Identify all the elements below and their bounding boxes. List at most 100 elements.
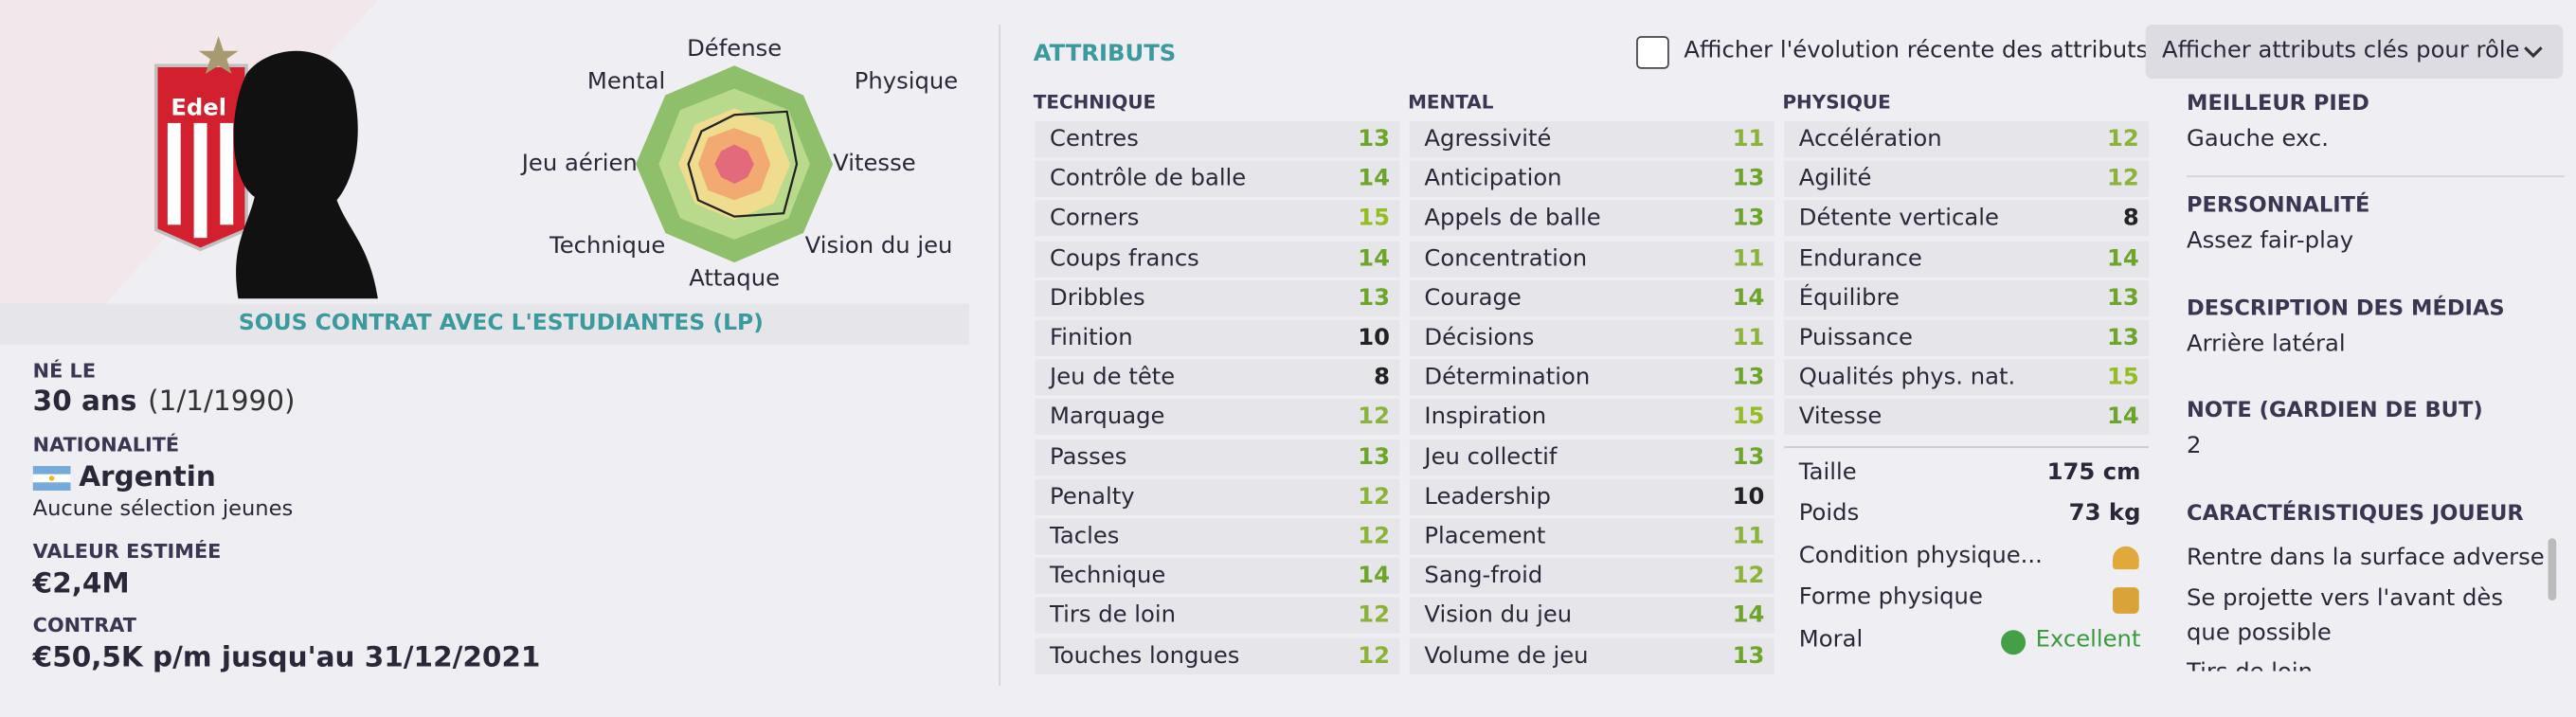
- attribute-value: 13: [1358, 285, 1391, 312]
- role-button-label[interactable]: Afficher attributs clés pour rôle: [2162, 37, 2520, 64]
- header-art: [0, 0, 834, 313]
- attribute-name: Anticipation: [1424, 166, 1562, 193]
- attribute-name: Décisions: [1424, 324, 1535, 351]
- attribute-row: Dribbles 13: [1035, 279, 1400, 316]
- attribute-name: Tirs de loin: [1050, 602, 1177, 630]
- attribute-name: Agilité: [1798, 166, 1872, 193]
- role-button[interactable]: Afficher attributs clés pour rôle: [2145, 24, 2564, 80]
- info-label: MEILLEUR PIED: [2187, 92, 2369, 117]
- attribute-row: Vitesse 14: [1784, 399, 2150, 436]
- attribute-value: 8: [1374, 364, 1391, 391]
- checkbox[interactable]: [1636, 36, 1669, 69]
- attribute-row: Concentration 11: [1409, 240, 1774, 278]
- scrollbar[interactable]: [2548, 538, 2557, 601]
- attribute-value: 11: [1732, 523, 1765, 550]
- column-title: PHYSIQUE: [1782, 90, 1891, 114]
- radar-label: Mental: [586, 68, 666, 96]
- attribute-row: Qualités phys. nat. 15: [1784, 359, 2150, 396]
- attribute-name: Leadership: [1424, 483, 1551, 511]
- morale-icon: [2001, 630, 2027, 655]
- contract-value: €50,5K p/m jusqu'au 31/12/2021: [32, 641, 541, 674]
- info-value: 2: [2187, 433, 2202, 460]
- physical-name: Taille: [1798, 459, 1857, 486]
- value-label: VALEUR ESTIMÉE: [32, 539, 222, 564]
- attribute-name: Contrôle de balle: [1050, 166, 1247, 193]
- attribute-value: 15: [1358, 206, 1391, 232]
- column-title: MENTAL: [1408, 90, 1494, 114]
- attribute-row: Penalty 12: [1035, 478, 1400, 515]
- attribute-row: Endurance 14: [1784, 240, 2150, 278]
- attribute-name: Agressivité: [1424, 126, 1552, 153]
- info-value: Assez fair-play: [2187, 227, 2354, 255]
- attribute-value: 13: [1358, 126, 1391, 153]
- attribute-value: 14: [1358, 166, 1391, 193]
- physical-value: Excellent: [2035, 626, 2141, 654]
- attribute-row: Corners 15: [1035, 201, 1400, 238]
- attributes-title: ATTRIBUTS: [1033, 41, 1177, 68]
- attribute-value: 14: [2106, 245, 2139, 272]
- attribute-row: Inspiration 15: [1409, 399, 1774, 436]
- traits-label: CARACTÉRISTIQUES JOUEUR: [2187, 502, 2524, 528]
- attribute-value: 14: [1358, 245, 1391, 272]
- attribute-row: Agilité 12: [1784, 161, 2150, 198]
- attribute-name: Finition: [1050, 324, 1133, 351]
- attribute-value: 12: [2106, 166, 2139, 193]
- attribute-name: Appels de balle: [1424, 206, 1601, 232]
- form-icon: [2112, 587, 2139, 614]
- attribute-row: Puissance 13: [1784, 319, 2150, 356]
- attribute-name: Équilibre: [1798, 285, 1900, 312]
- age: 30 ans: [32, 385, 137, 419]
- attribute-row: Tacles 12: [1035, 518, 1400, 555]
- attribute-row: Leadership 10: [1409, 478, 1774, 515]
- attribute-name: Inspiration: [1424, 403, 1547, 431]
- attribute-row: Technique 14: [1035, 558, 1400, 595]
- attribute-row: Touches longues 12: [1035, 637, 1400, 674]
- attribute-name: Volume de jeu: [1424, 642, 1589, 670]
- physical-value: 73 kg: [2068, 500, 2141, 528]
- toggle-label[interactable]: Afficher l'évolution récente des attribu…: [1684, 37, 2149, 64]
- attribute-name: Coups francs: [1050, 245, 1199, 272]
- attribute-value: 14: [1358, 563, 1391, 590]
- attribute-value: 13: [1358, 443, 1391, 471]
- attribute-value: 15: [2106, 364, 2139, 391]
- attribute-row: Coups francs 14: [1035, 240, 1400, 278]
- separator: [1784, 446, 2150, 448]
- attribute-value: 12: [1358, 602, 1391, 630]
- attribute-row: Équilibre 13: [1784, 279, 2150, 316]
- youth-caps: Aucune sélection jeunes: [32, 496, 294, 522]
- attribute-row: Courage 14: [1409, 279, 1774, 316]
- info-value: Arrière latéral: [2187, 331, 2346, 358]
- attribute-row: Accélération 12: [1784, 121, 2150, 158]
- attribute-name: Centres: [1050, 126, 1139, 153]
- attribute-row: Placement 11: [1409, 518, 1774, 555]
- nationality: Argentin: [79, 460, 216, 494]
- separator: [2187, 175, 2565, 178]
- attribute-value: 14: [1732, 285, 1765, 312]
- attribute-row: Jeu de tête 8: [1035, 359, 1400, 396]
- attribute-row: Détermination 13: [1409, 359, 1774, 396]
- trait: Se projette vers l'avant dès que possibl…: [2187, 585, 2503, 647]
- radar-label: Attaque: [689, 265, 781, 293]
- attribute-value: 12: [1358, 483, 1391, 511]
- attribute-row: Centres 13: [1035, 121, 1400, 158]
- attribute-name: Touches longues: [1050, 642, 1240, 670]
- attribute-name: Puissance: [1798, 324, 1913, 351]
- attribute-value: 13: [1732, 443, 1765, 471]
- attribute-row: Jeu collectif 13: [1409, 439, 1774, 475]
- attribute-value: 10: [1732, 483, 1765, 511]
- attribute-row: Appels de balle 13: [1409, 201, 1774, 238]
- attribute-value: 10: [1358, 324, 1391, 351]
- born-label: NÉ LE: [32, 359, 97, 383]
- info-label: NOTE (GARDIEN DE BUT): [2187, 398, 2483, 423]
- contract-label: CONTRAT: [32, 613, 136, 637]
- radar-label: Technique: [549, 232, 666, 260]
- physical-name: Moral: [1798, 626, 1864, 654]
- attribute-value: 14: [1732, 602, 1765, 630]
- attribute-value: 8: [2122, 206, 2139, 232]
- contract-band: [0, 303, 970, 345]
- attribute-name: Technique: [1050, 563, 1166, 590]
- attribute-value: 12: [1358, 523, 1391, 550]
- attribute-name: Vitesse: [1798, 403, 1882, 431]
- estimated-value: €2,4M: [32, 567, 130, 601]
